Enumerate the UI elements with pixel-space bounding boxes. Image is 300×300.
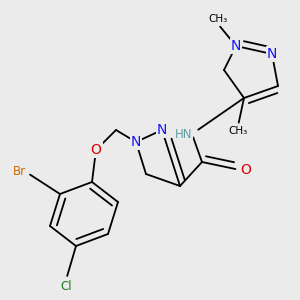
Text: O: O	[240, 163, 251, 177]
Text: N: N	[131, 135, 141, 149]
Text: N: N	[231, 39, 241, 53]
Text: N: N	[267, 47, 277, 61]
Text: CH₃: CH₃	[208, 14, 228, 24]
Text: Cl: Cl	[60, 280, 72, 293]
Text: Br: Br	[13, 166, 26, 178]
Text: O: O	[91, 143, 101, 157]
Text: CH₃: CH₃	[228, 126, 248, 136]
Text: HN: HN	[175, 128, 192, 140]
Text: N: N	[157, 123, 167, 137]
